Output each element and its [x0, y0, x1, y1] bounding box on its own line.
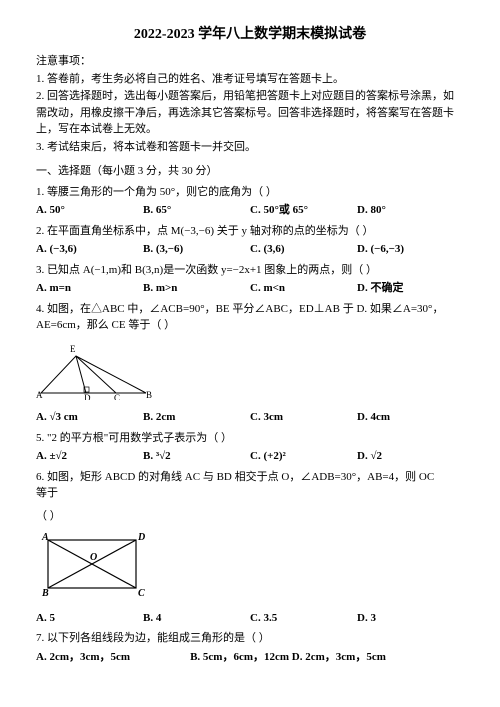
- q3-opt-d: D. 不确定: [357, 280, 464, 297]
- svg-text:A: A: [36, 390, 43, 400]
- q5-text: 5. "2 的平方根"可用数学式子表示为（ ）: [36, 430, 464, 447]
- q4-text: 4. 如图，在△ABC 中，∠ACB=90°，BE 平分∠ABC，ED⊥AB 于…: [36, 301, 464, 334]
- question-2: 2. 在平面直角坐标系中，点 M(−3,−6) 关于 y 轴对称的点的坐标为（ …: [36, 223, 464, 258]
- q4-opt-c: C. 3cm: [250, 409, 357, 426]
- q1-text: 1. 等腰三角形的一个角为 50°，则它的底角为（ ）: [36, 184, 464, 201]
- q2-opt-d: D. (−6,−3): [357, 241, 464, 258]
- svg-text:D: D: [137, 532, 145, 543]
- q6-text-3: （ ）: [36, 508, 464, 525]
- q1-options: A. 50° B. 65° C. 50°或 65° D. 80°: [36, 202, 464, 219]
- question-4: 4. 如图，在△ABC 中，∠ACB=90°，BE 平分∠ABC，ED⊥AB 于…: [36, 301, 464, 426]
- q6-opt-b: B. 4: [143, 610, 250, 627]
- instruction-2: 2. 回答选择题时，选出每小题答案后，用铅笔把答题卡上对应题目的答案标号涂黑，如…: [36, 88, 464, 138]
- instructions-block: 注意事项： 1. 答卷前，考生务必将自己的姓名、准考证号填写在答题卡上。 2. …: [36, 53, 464, 155]
- q4-opt-a: A. √3 cm: [36, 409, 143, 426]
- svg-text:B: B: [146, 390, 152, 400]
- q4-opt-d: D. 4cm: [357, 409, 464, 426]
- q4-options: A. √3 cm B. 2cm C. 3cm D. 4cm: [36, 409, 464, 426]
- svg-text:B: B: [41, 588, 49, 599]
- instruction-3: 3. 考试结束后，将本试卷和答题卡一并交回。: [36, 139, 464, 156]
- q1-opt-a: A. 50°: [36, 202, 143, 219]
- q3-opt-c: C. m<n: [250, 280, 357, 297]
- q3-opt-a: A. m=n: [36, 280, 143, 297]
- q5-opt-d: D. √2: [357, 448, 464, 465]
- q2-text: 2. 在平面直角坐标系中，点 M(−3,−6) 关于 y 轴对称的点的坐标为（ …: [36, 223, 464, 240]
- svg-text:A: A: [41, 532, 49, 543]
- svg-text:D: D: [84, 393, 91, 400]
- question-5: 5. "2 的平方根"可用数学式子表示为（ ） A. ±√2 B. ³√2 C.…: [36, 430, 464, 465]
- svg-text:E: E: [70, 344, 76, 354]
- q6-options: A. 5 B. 4 C. 3.5 D. 3: [36, 610, 464, 627]
- q6-opt-d: D. 3: [357, 610, 464, 627]
- q6-figure: A D B C O: [36, 528, 464, 606]
- q1-opt-c: C. 50°或 65°: [250, 202, 357, 219]
- q3-opt-b: B. m>n: [143, 280, 250, 297]
- q2-options: A. (−3,6) B. (3,−6) C. (3,6) D. (−6,−3): [36, 241, 464, 258]
- q1-opt-b: B. 65°: [143, 202, 250, 219]
- q6-opt-a: A. 5: [36, 610, 143, 627]
- q7-options: A. 2cm，3cm，5cm B. 5cm，6cm，12cm D. 2cm，3c…: [36, 649, 464, 666]
- q5-opt-b: B. ³√2: [143, 448, 250, 465]
- q1-opt-d: D. 80°: [357, 202, 464, 219]
- rectangle-icon: A D B C O: [36, 528, 151, 600]
- svg-text:C: C: [114, 393, 120, 400]
- q3-text: 3. 已知点 A(−1,m)和 B(3,n)是一次函数 y=−2x+1 图象上的…: [36, 262, 464, 279]
- q6-opt-c: C. 3.5: [250, 610, 357, 627]
- exam-title: 2022-2023 学年八上数学期末模拟试卷: [36, 24, 464, 45]
- q6-text-2: 等于: [36, 485, 464, 502]
- q5-options: A. ±√2 B. ³√2 C. (+2)² D. √2: [36, 448, 464, 465]
- q2-opt-a: A. (−3,6): [36, 241, 143, 258]
- section-1-title: 一、选择题（每小题 3 分，共 30 分）: [36, 163, 464, 180]
- q5-opt-c: C. (+2)²: [250, 448, 357, 465]
- q7-text: 7. 以下列各组线段为边，能组成三角形的是（ ）: [36, 630, 464, 647]
- question-1: 1. 等腰三角形的一个角为 50°，则它的底角为（ ） A. 50° B. 65…: [36, 184, 464, 219]
- question-6: 6. 如图，矩形 ABCD 的对角线 AC 与 BD 相交于点 O，∠ADB=3…: [36, 469, 464, 627]
- svg-text:O: O: [90, 552, 97, 563]
- q6-text-1: 6. 如图，矩形 ABCD 的对角线 AC 与 BD 相交于点 O，∠ADB=3…: [36, 469, 464, 486]
- q7-opt-b: B. 5cm，6cm，12cm D. 2cm，3cm，5cm: [190, 649, 464, 666]
- q4-figure: A B C D E: [36, 338, 464, 406]
- q2-opt-c: C. (3,6): [250, 241, 357, 258]
- instructions-header: 注意事项：: [36, 53, 464, 70]
- question-7: 7. 以下列各组线段为边，能组成三角形的是（ ） A. 2cm，3cm，5cm …: [36, 630, 464, 665]
- q7-opt-a: A. 2cm，3cm，5cm: [36, 649, 190, 666]
- q5-opt-a: A. ±√2: [36, 448, 143, 465]
- q4-opt-b: B. 2cm: [143, 409, 250, 426]
- svg-text:C: C: [138, 588, 145, 599]
- triangle-icon: A B C D E: [36, 338, 156, 400]
- q3-options: A. m=n B. m>n C. m<n D. 不确定: [36, 280, 464, 297]
- instruction-1: 1. 答卷前，考生务必将自己的姓名、准考证号填写在答题卡上。: [36, 71, 464, 88]
- q2-opt-b: B. (3,−6): [143, 241, 250, 258]
- question-3: 3. 已知点 A(−1,m)和 B(3,n)是一次函数 y=−2x+1 图象上的…: [36, 262, 464, 297]
